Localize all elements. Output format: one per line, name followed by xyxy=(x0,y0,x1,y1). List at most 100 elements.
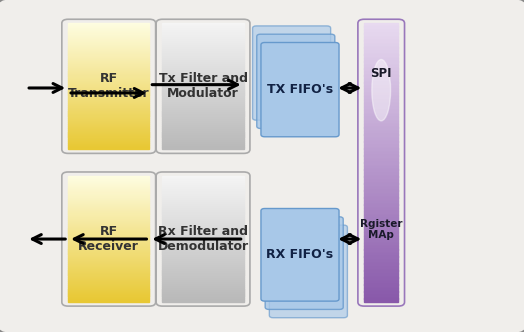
Bar xyxy=(364,44,398,48)
Bar xyxy=(68,101,149,103)
Bar xyxy=(162,147,244,149)
Bar xyxy=(162,199,244,201)
Bar xyxy=(162,180,244,182)
Bar xyxy=(68,264,149,266)
Bar xyxy=(364,155,398,159)
Bar xyxy=(68,279,149,281)
Bar xyxy=(364,270,398,274)
Bar xyxy=(68,145,149,147)
Bar xyxy=(68,34,149,36)
Bar xyxy=(68,277,149,279)
Bar xyxy=(162,113,244,116)
Bar xyxy=(162,31,244,34)
Bar xyxy=(162,245,244,247)
Bar xyxy=(68,222,149,224)
Bar xyxy=(68,52,149,55)
Bar xyxy=(162,222,244,224)
Bar xyxy=(364,190,398,194)
Text: RF
Receiver: RF Receiver xyxy=(78,225,139,253)
Bar xyxy=(162,107,244,110)
Bar xyxy=(364,23,398,27)
Bar xyxy=(162,27,244,30)
Bar xyxy=(364,107,398,111)
Bar xyxy=(68,107,149,110)
Bar xyxy=(162,124,244,126)
Bar xyxy=(68,113,149,116)
Bar xyxy=(68,300,149,302)
Bar xyxy=(364,201,398,205)
Bar xyxy=(68,111,149,114)
Bar xyxy=(68,105,149,107)
Bar xyxy=(364,86,398,90)
Bar xyxy=(364,47,398,51)
Bar xyxy=(68,268,149,271)
Bar xyxy=(162,101,244,103)
Bar xyxy=(364,215,398,218)
Bar xyxy=(162,297,244,300)
Bar xyxy=(68,80,149,82)
Bar xyxy=(162,23,244,25)
Bar xyxy=(68,253,149,256)
FancyBboxPatch shape xyxy=(261,208,339,301)
Bar xyxy=(162,143,244,145)
Bar xyxy=(68,78,149,80)
Bar xyxy=(68,75,149,78)
Bar xyxy=(364,236,398,239)
Bar xyxy=(162,40,244,42)
Bar xyxy=(364,110,398,114)
Bar xyxy=(162,224,244,226)
Bar xyxy=(364,141,398,145)
Bar xyxy=(162,141,244,143)
Bar xyxy=(162,268,244,271)
Bar xyxy=(68,270,149,273)
Bar xyxy=(68,224,149,226)
Bar xyxy=(68,201,149,203)
Bar xyxy=(364,246,398,250)
Bar xyxy=(162,92,244,95)
Bar xyxy=(162,118,244,120)
Bar xyxy=(364,75,398,79)
Bar xyxy=(364,267,398,271)
Bar xyxy=(162,36,244,38)
Bar xyxy=(162,90,244,93)
Bar xyxy=(162,228,244,231)
Bar xyxy=(162,128,244,130)
Bar xyxy=(68,237,149,239)
Bar xyxy=(364,256,398,260)
Bar xyxy=(68,230,149,233)
Bar xyxy=(68,205,149,208)
Bar xyxy=(162,220,244,222)
Bar xyxy=(68,103,149,105)
Bar xyxy=(162,209,244,212)
Bar xyxy=(162,281,244,283)
Bar xyxy=(68,197,149,199)
Bar xyxy=(162,94,244,97)
Bar xyxy=(68,54,149,57)
Bar xyxy=(162,111,244,114)
Bar xyxy=(162,182,244,184)
Bar xyxy=(162,84,244,86)
Bar xyxy=(162,188,244,191)
Bar xyxy=(364,51,398,55)
Bar xyxy=(162,218,244,220)
Bar xyxy=(162,134,244,137)
Bar xyxy=(68,295,149,298)
Bar xyxy=(68,266,149,269)
Bar xyxy=(162,116,244,118)
Bar xyxy=(364,194,398,198)
Bar xyxy=(68,218,149,220)
Bar xyxy=(162,184,244,187)
Bar xyxy=(68,50,149,53)
Bar xyxy=(68,260,149,262)
Bar xyxy=(162,291,244,294)
Bar xyxy=(68,193,149,195)
Bar xyxy=(162,190,244,193)
Bar xyxy=(162,266,244,269)
Bar xyxy=(162,178,244,180)
Bar xyxy=(162,213,244,216)
Bar xyxy=(162,63,244,65)
Bar xyxy=(68,176,149,178)
Text: SPI: SPI xyxy=(370,67,392,80)
Bar xyxy=(162,67,244,69)
Bar xyxy=(68,132,149,135)
